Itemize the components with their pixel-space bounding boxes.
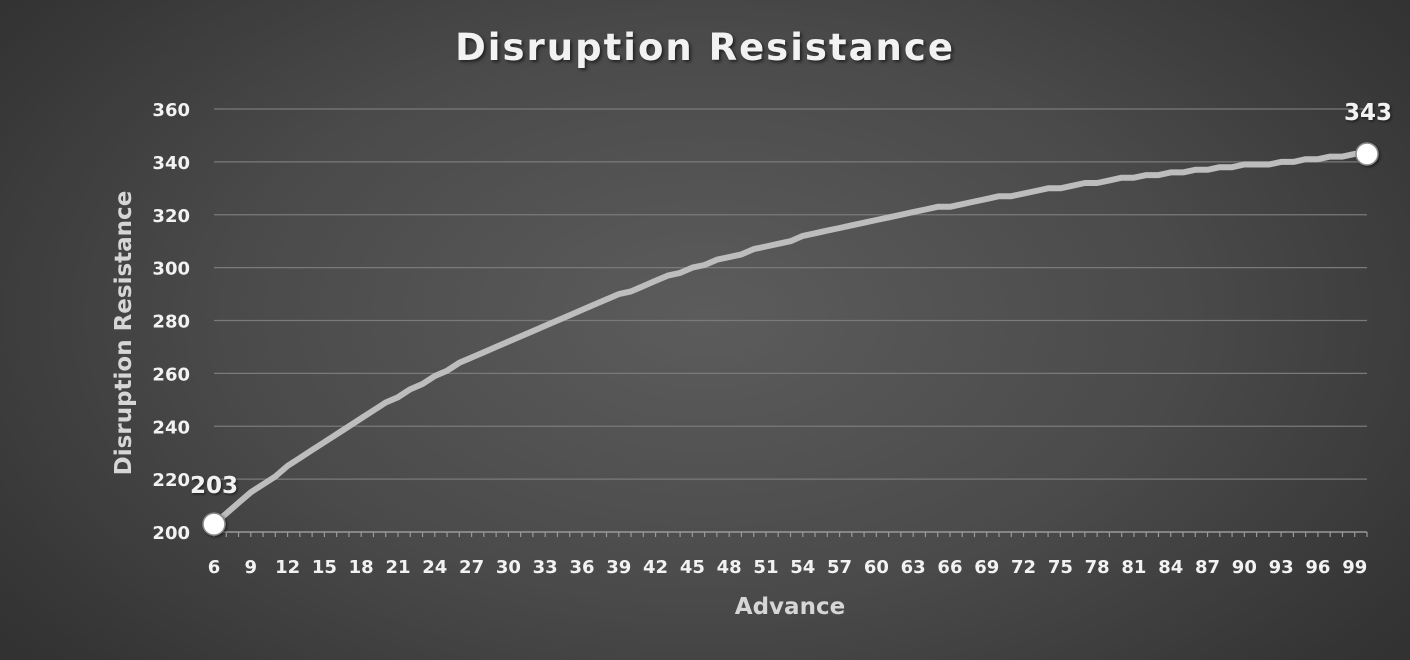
x-tick-label: 36	[569, 557, 594, 578]
x-tick-label: 12	[275, 557, 300, 578]
x-tick-label: 18	[349, 557, 374, 578]
data-label: 203	[190, 473, 238, 499]
x-tick-label: 75	[1048, 557, 1073, 578]
x-tick-label: 60	[864, 557, 889, 578]
x-tick-label: 27	[459, 557, 484, 578]
chart-title: Disruption Resistance	[455, 26, 955, 69]
x-tick-label: 96	[1305, 557, 1330, 578]
x-tick-label: 21	[385, 557, 410, 578]
y-tick-label: 220	[152, 470, 190, 491]
y-tick-label: 200	[152, 523, 190, 544]
x-axis-title: Advance	[734, 594, 846, 620]
x-tick-label: 51	[753, 557, 778, 578]
x-tick-label: 69	[974, 557, 999, 578]
x-tick-label: 42	[643, 557, 668, 578]
x-tick-label: 81	[1121, 557, 1146, 578]
x-tick-label: 93	[1269, 557, 1294, 578]
y-tick-label: 320	[152, 206, 190, 227]
series-line	[211, 150, 1370, 528]
data-label: 343	[1344, 100, 1392, 126]
y-tick-label: 280	[152, 312, 190, 333]
x-tick-label: 63	[901, 557, 926, 578]
x-tick-label: 33	[533, 557, 558, 578]
x-tick-label: 24	[422, 557, 447, 578]
x-tick-label: 48	[717, 557, 742, 578]
x-tick-label: 9	[245, 557, 258, 578]
x-tick-label: 54	[790, 557, 815, 578]
data-point-marker	[1355, 142, 1379, 166]
y-tick-label: 360	[152, 100, 190, 121]
x-tick-label: 57	[827, 557, 852, 578]
y-tick-label: 300	[152, 259, 190, 280]
x-tick-label: 30	[496, 557, 521, 578]
y-tick-label: 240	[152, 417, 190, 438]
x-tick-label: 87	[1195, 557, 1220, 578]
x-tick-label: 84	[1158, 557, 1183, 578]
x-tick-label: 39	[606, 557, 631, 578]
data-point-marker	[202, 512, 226, 536]
x-tick-label: 66	[937, 557, 962, 578]
x-tick-label: 99	[1342, 557, 1367, 578]
x-tick-label: 15	[312, 557, 337, 578]
y-tick-label: 340	[152, 153, 190, 174]
x-tick-label: 72	[1011, 557, 1036, 578]
x-tick-label: 6	[208, 557, 221, 578]
x-tick-label: 78	[1085, 557, 1110, 578]
y-tick-label: 260	[152, 364, 190, 385]
x-tick-label: 90	[1232, 557, 1257, 578]
x-tick-label: 45	[680, 557, 705, 578]
